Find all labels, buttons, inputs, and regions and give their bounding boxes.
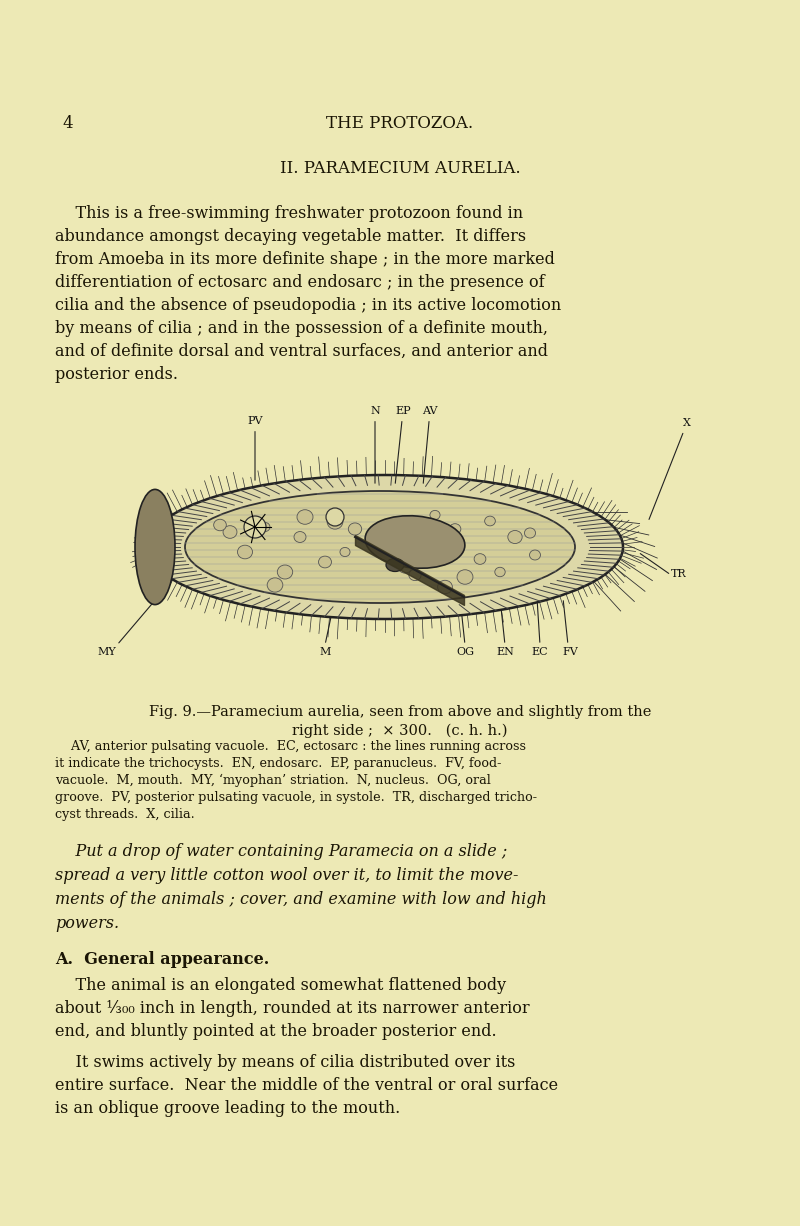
Text: This is a free-swimming freshwater protozoon found in: This is a free-swimming freshwater proto… [55,205,523,222]
Ellipse shape [449,524,461,535]
Ellipse shape [530,550,541,560]
Text: posterior ends.: posterior ends. [55,367,178,383]
Text: PV: PV [247,416,262,481]
Ellipse shape [185,490,575,603]
Text: by means of cilia ; and in the possession of a definite mouth,: by means of cilia ; and in the possessio… [55,320,548,337]
Ellipse shape [386,559,404,571]
Ellipse shape [327,515,343,530]
Ellipse shape [409,569,421,581]
Ellipse shape [223,526,237,538]
Text: THE PROTOZOA.: THE PROTOZOA. [326,115,474,132]
Text: The animal is an elongated somewhat flattened body: The animal is an elongated somewhat flat… [55,977,506,994]
Text: A.  General appearance.: A. General appearance. [55,951,270,969]
Ellipse shape [495,568,505,576]
Text: entire surface.  Near the middle of the ventral or oral surface: entire surface. Near the middle of the v… [55,1076,558,1094]
Text: groove.  PV, posterior pulsating vacuole, in systole.  TR, discharged tricho-: groove. PV, posterior pulsating vacuole,… [55,791,537,804]
Ellipse shape [294,532,306,542]
Ellipse shape [147,474,623,619]
Text: from Amoeba in its more definite shape ; in the more marked: from Amoeba in its more definite shape ;… [55,251,555,268]
Text: it indicate the trichocysts.  EN, endosarc.  EP, paranucleus.  FV, food-: it indicate the trichocysts. EN, endosar… [55,756,502,770]
Text: It swims actively by means of cilia distributed over its: It swims actively by means of cilia dist… [55,1054,515,1072]
Text: and of definite dorsal and ventral surfaces, and anterior and: and of definite dorsal and ventral surfa… [55,343,548,360]
Ellipse shape [508,531,522,543]
Text: differentiation of ectosarc and endosarc ; in the presence of: differentiation of ectosarc and endosarc… [55,273,545,291]
Text: cyst threads.  X, cilia.: cyst threads. X, cilia. [55,808,194,821]
Text: cilia and the absence of pseudopodia ; in its active locomotion: cilia and the absence of pseudopodia ; i… [55,297,562,314]
Text: EP: EP [395,406,411,483]
Ellipse shape [135,489,175,604]
Ellipse shape [474,554,486,564]
Ellipse shape [214,520,226,531]
Text: 4: 4 [62,115,73,132]
Ellipse shape [348,524,362,535]
Text: FV: FV [562,647,578,657]
Ellipse shape [430,510,440,520]
Ellipse shape [244,516,266,538]
Ellipse shape [238,546,253,559]
Text: M: M [319,647,330,657]
Text: Fig. 9.—Paramecium aurelia, seen from above and slightly from the: Fig. 9.—Paramecium aurelia, seen from ab… [149,705,651,718]
Ellipse shape [260,522,270,532]
Text: abundance amongst decaying vegetable matter.  It differs: abundance amongst decaying vegetable mat… [55,228,526,245]
Ellipse shape [297,510,313,525]
Text: TR: TR [671,569,686,579]
Text: OG: OG [456,647,474,657]
Ellipse shape [398,562,412,573]
Text: Put a drop of water containing Paramecia on a slide ;: Put a drop of water containing Paramecia… [55,843,507,859]
Text: N: N [370,406,380,483]
Ellipse shape [326,508,344,526]
Text: AV, anterior pulsating vacuole.  EC, ectosarc : the lines running across: AV, anterior pulsating vacuole. EC, ecto… [55,741,526,753]
Ellipse shape [318,557,331,568]
Text: vacuole.  M, mouth.  MY, ‘myophan’ striation.  N, nucleus.  OG, oral: vacuole. M, mouth. MY, ‘myophan’ striati… [55,774,491,787]
Text: MY: MY [98,647,116,657]
Ellipse shape [340,548,350,557]
Text: end, and bluntly pointed at the broader posterior end.: end, and bluntly pointed at the broader … [55,1022,497,1040]
Text: EC: EC [532,647,548,657]
Ellipse shape [457,570,473,585]
Text: about ⅓₀₀ inch in length, rounded at its narrower anterior: about ⅓₀₀ inch in length, rounded at its… [55,1000,530,1018]
Text: EN: EN [496,647,514,657]
Ellipse shape [365,516,465,569]
Ellipse shape [485,516,495,526]
Text: right side ;  × 300.   (c. h. h.): right side ; × 300. (c. h. h.) [292,725,508,738]
Text: powers.: powers. [55,915,119,932]
Ellipse shape [267,577,283,592]
Text: AV: AV [422,406,438,483]
Ellipse shape [278,565,293,579]
Ellipse shape [438,580,452,593]
Text: is an oblique groove leading to the mouth.: is an oblique groove leading to the mout… [55,1100,400,1117]
Text: ments of the animals ; cover, and examine with low and high: ments of the animals ; cover, and examin… [55,891,546,908]
Text: X: X [649,418,691,520]
Ellipse shape [525,528,535,538]
Text: spread a very little cotton wool over it, to limit the move-: spread a very little cotton wool over it… [55,867,518,884]
Text: II. PARAMECIUM AURELIA.: II. PARAMECIUM AURELIA. [280,161,520,177]
